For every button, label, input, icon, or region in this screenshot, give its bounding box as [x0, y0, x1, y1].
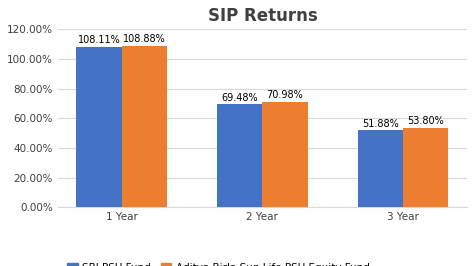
Text: 70.98%: 70.98%	[266, 90, 303, 100]
Legend: SBI PSU Fund, Aditya Birla Sun Life PSU Equity Fund: SBI PSU Fund, Aditya Birla Sun Life PSU …	[63, 259, 374, 266]
Bar	[76, 47, 121, 207]
Text: 53.80%: 53.80%	[408, 116, 444, 126]
Bar	[121, 46, 166, 207]
Title: SIP Returns: SIP Returns	[208, 7, 317, 25]
Text: 51.88%: 51.88%	[363, 119, 399, 129]
Bar	[263, 102, 308, 207]
Text: 108.88%: 108.88%	[123, 34, 165, 44]
Bar	[358, 130, 403, 207]
Text: 69.48%: 69.48%	[221, 93, 258, 102]
Bar	[218, 104, 263, 207]
Text: 108.11%: 108.11%	[78, 35, 120, 45]
Bar	[403, 128, 448, 207]
